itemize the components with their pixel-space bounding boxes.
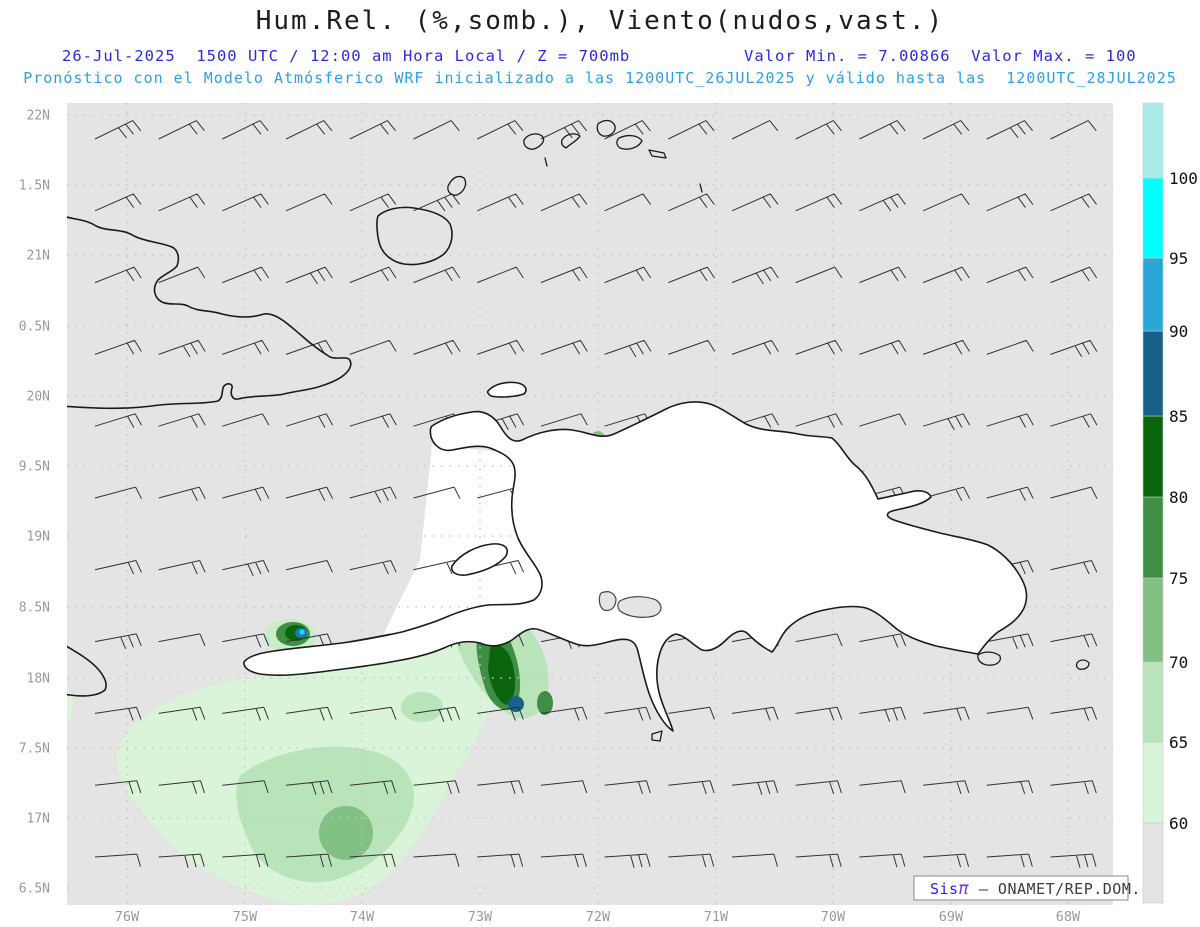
lat-label: 18N [27,672,50,687]
lat-label: 19N [27,530,50,545]
lon-label: 70W [821,909,846,925]
lat-label: 22N [27,109,50,124]
colorbar-segment [1142,102,1164,179]
colorbar-segment [1142,257,1164,332]
colorbar-tick-label: 80 [1169,488,1188,507]
svg-text:Sisπ – ONAMET/REP.DOM.: Sisπ – ONAMET/REP.DOM. [930,879,1141,899]
lat-label: 20N [27,390,50,405]
lat-label: 17N [27,812,50,827]
lat-label: 7.5N [19,742,50,757]
lat-label: 1.5N [19,179,50,194]
lat-label: 0.5N [19,320,50,335]
page-title: Hum.Rel. (%,somb.), Viento(nudos,vast.) [255,6,945,36]
lon-label: 68W [1056,909,1081,925]
colorbar-segment [1142,822,1164,904]
colorbar-tick-label: 60 [1169,814,1188,833]
etang-saumatre [598,591,617,612]
lat-label: 6.5N [19,882,50,897]
credit-sis: Sis [930,880,959,898]
colorbar-tick-label: 70 [1169,653,1188,672]
lat-label: 9.5N [19,460,50,475]
lat-axis: 22N 1.5N 21N 0.5N 20N 9.5N 19N 8.5N 18N 7.5N 17N 6.… [19,109,50,897]
colorbar-segment [1142,661,1164,743]
colorbar-segment [1142,330,1164,417]
jamaica-coast [67,645,107,697]
lon-label: 71W [704,909,729,925]
lon-label: 69W [939,909,964,925]
lon-label: 73W [468,909,493,925]
credit-box: Sisπ – ONAMET/REP.DOM. [913,875,1141,901]
colorbar-tick-label: 100 [1169,169,1198,188]
coastlines [67,119,1090,742]
lake-enriquillo [617,596,662,618]
lat-label: 8.5N [19,601,50,616]
colorbar-segment [1142,177,1164,259]
colorbar-tick-label: 65 [1169,733,1188,752]
forecast-description: Pronóstico con el Modelo Atmósferico WRF… [23,69,1177,87]
colorbar: 100 95 90 85 80 75 70 65 60 [1142,102,1198,904]
colorbar-tick-label: 85 [1169,407,1188,426]
colorbar-segment [1142,577,1164,663]
valid-time-subtitle: 26-Jul-2025 1500 UTC / 12:00 am Hora Loc… [62,47,631,65]
min-max-values: Valor Min. = 7.00866 Valor Max. = 100 [744,47,1137,65]
lon-axis: 76W 75W 74W 73W 72W 71W 70W 69W 68W [115,909,1081,925]
lon-label: 76W [115,909,140,925]
lon-label: 74W [350,909,375,925]
colorbar-tick-label: 95 [1169,249,1188,268]
lon-label: 72W [586,909,611,925]
colorbar-segment [1142,496,1164,579]
credit-onamet: – ONAMET/REP.DOM. [969,880,1141,898]
lon-label: 75W [233,909,258,925]
colorbar-segment [1142,741,1164,824]
lat-label: 21N [27,249,50,264]
cuba-coast [67,216,352,410]
credit-pi-logo: π [959,879,970,899]
colorbar-tick-label: 75 [1169,569,1188,588]
colorbar-tick-label: 90 [1169,322,1188,341]
hispaniola-coast [243,401,1028,732]
colorbar-segment [1142,415,1164,498]
